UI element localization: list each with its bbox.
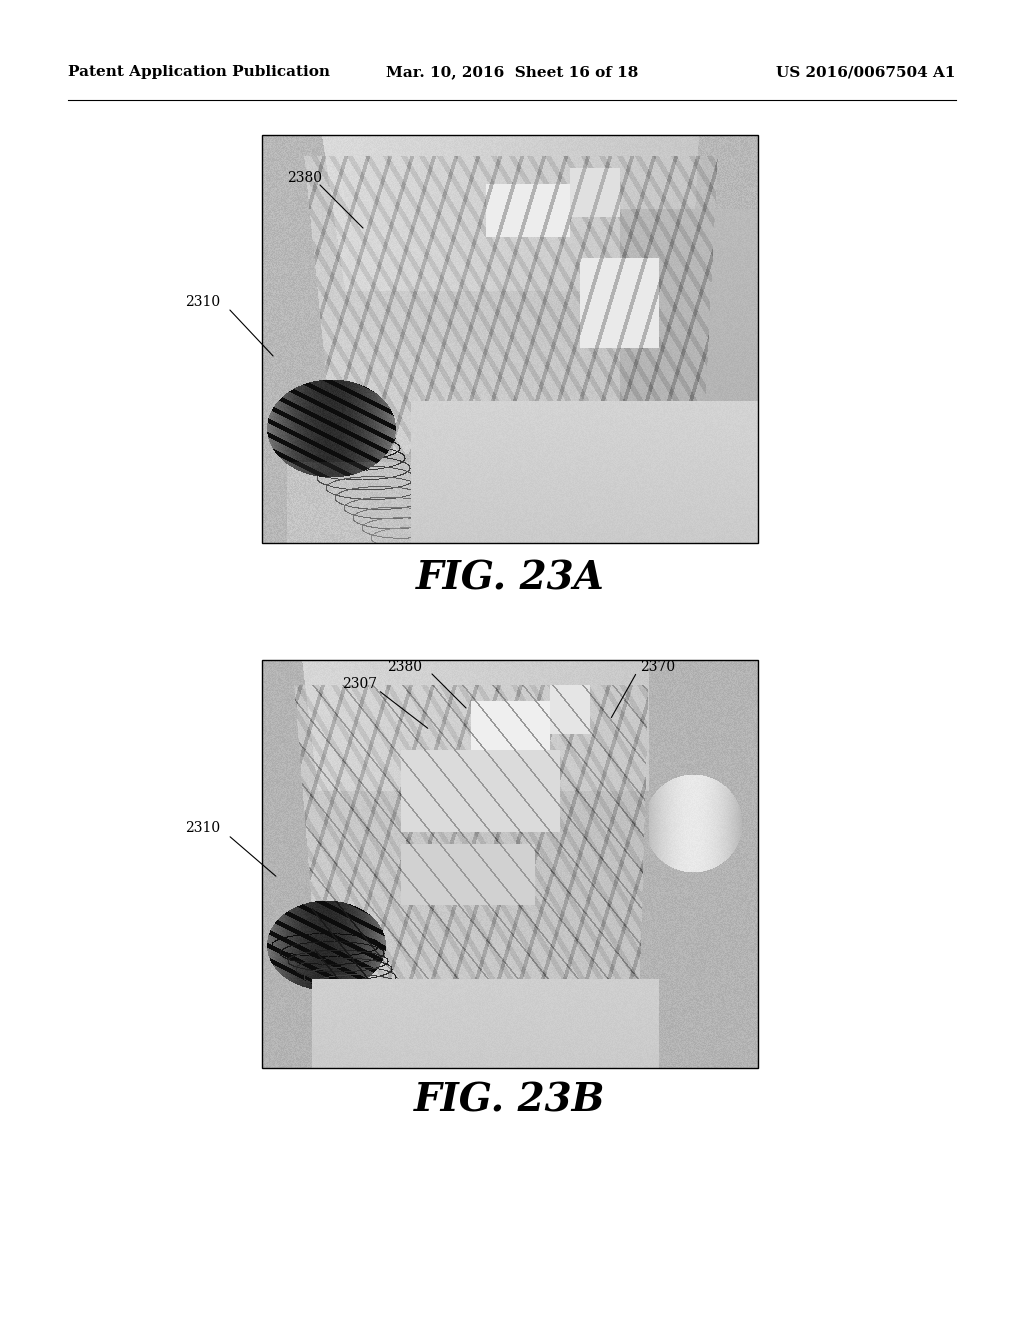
Bar [262, 660, 758, 1068]
Text: 2310: 2310 [185, 821, 220, 836]
Text: 2307: 2307 [342, 677, 377, 690]
Text: US 2016/0067504 A1: US 2016/0067504 A1 [776, 65, 956, 79]
Text: 2380: 2380 [287, 172, 322, 185]
Text: 2370: 2370 [640, 660, 675, 675]
Bar [262, 135, 758, 543]
Text: FIG. 23A: FIG. 23A [416, 558, 604, 597]
Text: 2310: 2310 [185, 294, 220, 309]
Text: Patent Application Publication: Patent Application Publication [68, 65, 330, 79]
Text: FIG. 23B: FIG. 23B [415, 1081, 606, 1119]
Text: Mar. 10, 2016  Sheet 16 of 18: Mar. 10, 2016 Sheet 16 of 18 [386, 65, 638, 79]
Text: 2380: 2380 [387, 660, 422, 675]
